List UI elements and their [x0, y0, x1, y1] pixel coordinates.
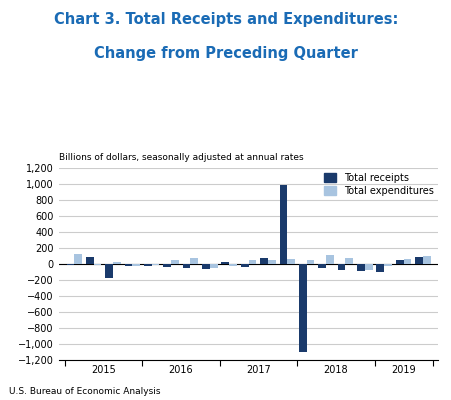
Bar — [66, 264, 74, 265]
Bar — [356, 264, 364, 271]
Bar — [105, 264, 113, 278]
Bar — [260, 258, 267, 264]
Bar — [124, 264, 132, 266]
Bar — [376, 264, 383, 272]
Bar — [240, 264, 248, 267]
Bar — [383, 264, 391, 266]
Legend: Total receipts, Total expenditures: Total receipts, Total expenditures — [323, 173, 433, 196]
Bar — [113, 262, 120, 264]
Bar — [325, 255, 333, 264]
Bar — [364, 264, 372, 270]
Bar — [229, 264, 236, 266]
Bar — [132, 264, 140, 266]
Bar — [202, 264, 209, 269]
Bar — [345, 258, 352, 264]
Bar — [422, 256, 430, 264]
Text: Billions of dollars, seasonally adjusted at annual rates: Billions of dollars, seasonally adjusted… — [59, 153, 303, 162]
Bar — [93, 264, 101, 265]
Bar — [190, 258, 198, 264]
Bar — [298, 264, 306, 352]
Text: U.S. Bureau of Economic Analysis: U.S. Bureau of Economic Analysis — [9, 387, 160, 396]
Bar — [395, 260, 403, 264]
Bar — [403, 259, 410, 264]
Bar — [248, 260, 256, 264]
Bar — [318, 264, 325, 268]
Bar — [171, 260, 179, 264]
Bar — [287, 259, 295, 264]
Bar — [209, 264, 217, 268]
Bar — [221, 262, 229, 264]
Bar — [163, 264, 171, 267]
Bar — [306, 260, 314, 264]
Bar — [279, 185, 287, 264]
Bar — [86, 257, 93, 264]
Bar — [152, 264, 159, 265]
Text: Change from Preceding Quarter: Change from Preceding Quarter — [94, 46, 357, 61]
Bar — [182, 264, 190, 268]
Bar — [414, 257, 422, 264]
Bar — [337, 264, 345, 270]
Bar — [267, 260, 275, 264]
Bar — [144, 264, 152, 266]
Bar — [74, 254, 82, 264]
Text: Chart 3. Total Receipts and Expenditures:: Chart 3. Total Receipts and Expenditures… — [54, 12, 397, 27]
